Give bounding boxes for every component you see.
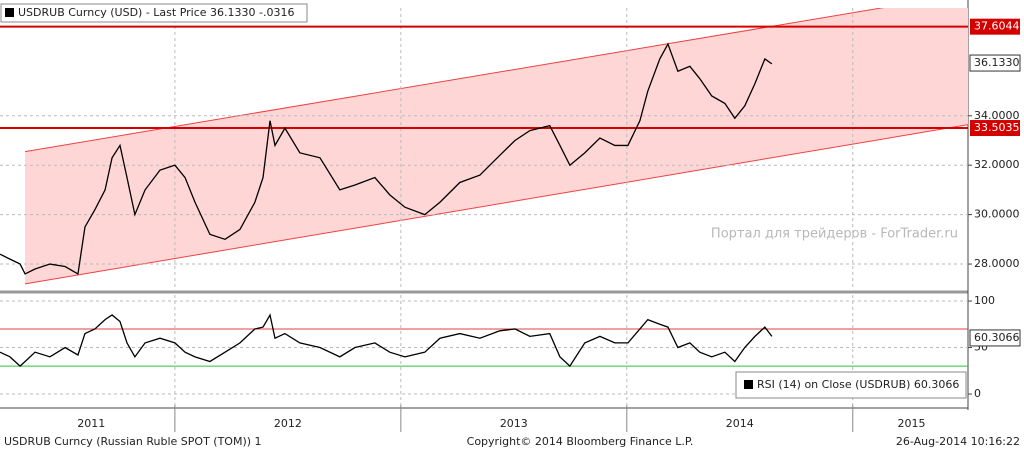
x-tick-label: 2014 (726, 417, 754, 430)
legend-swatch (5, 8, 14, 17)
y-tick-label: 32.0000 (974, 158, 1020, 171)
y-tick-label: 100 (974, 294, 995, 307)
legend-box (735, 371, 967, 399)
footer-right: 26-Aug-2014 10:16:22 (896, 435, 1020, 448)
watermark: Портал для трейдеров - ForTrader.ru (711, 227, 958, 242)
last-label: 36.1330 (974, 56, 1020, 69)
x-tick-label: 2013 (500, 417, 528, 430)
x-tick-label: 2011 (77, 417, 105, 430)
level-label: 37.6044 (974, 20, 1020, 33)
legend-label: RSI (14) on Close (USDRUB) 60.3066 (757, 378, 959, 391)
legend-box (0, 3, 308, 23)
legend-swatch (744, 380, 753, 389)
level-tag (970, 120, 1020, 137)
price-line (0, 313, 773, 368)
channel-line (24, 124, 968, 285)
last-tag (969, 54, 1021, 72)
last-label: 60.3066 (974, 331, 1020, 344)
x-tick-label: 2015 (898, 417, 926, 430)
level-label: 33.5035 (974, 121, 1020, 134)
x-tick-label: 2012 (274, 417, 302, 430)
last-tag (969, 329, 1021, 347)
plot (0, 8, 968, 290)
price-line (0, 42, 773, 275)
channel-line (24, 8, 885, 153)
y-tick-label: 28.0000 (974, 257, 1020, 270)
y-tick-label: 30.0000 (974, 208, 1020, 221)
y-tick-label: 0 (974, 387, 981, 400)
level-tag (970, 18, 1020, 35)
footer-left: USDRUB Curncy (Russian Ruble SPOT (TOM))… (4, 435, 262, 448)
y-tick-label: 34.0000 (974, 109, 1020, 122)
legend-label: USDRUB Curncy (USD) - Last Price 36.1330… (18, 6, 294, 19)
footer-center: Copyright© 2014 Bloomberg Finance L.P. (467, 435, 694, 448)
